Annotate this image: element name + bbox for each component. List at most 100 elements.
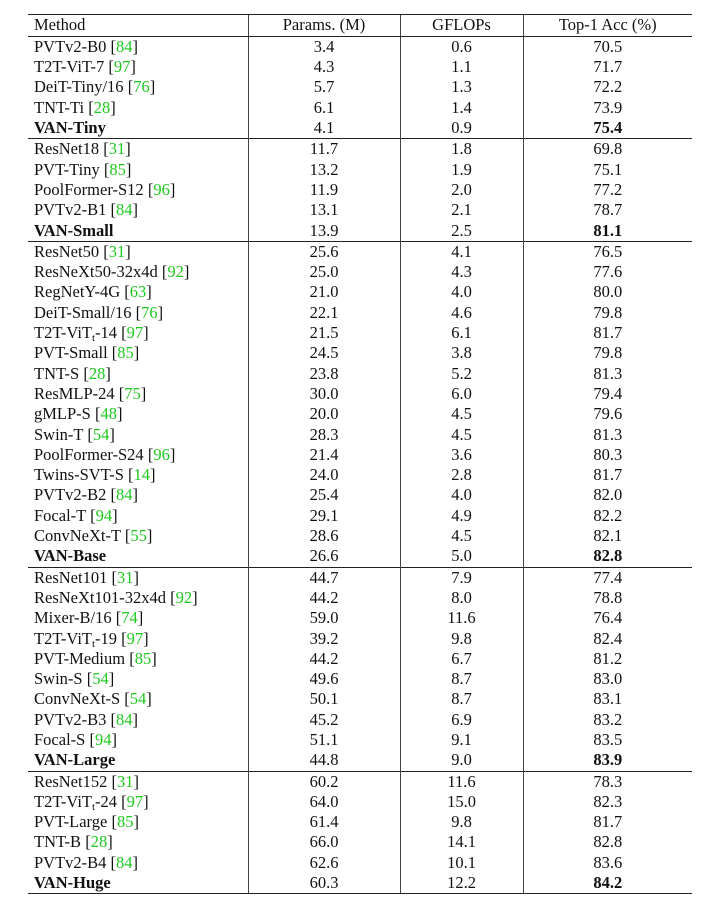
method-name: DeiT-Tiny/16 bbox=[34, 77, 124, 97]
accuracy-cell: 83.6 bbox=[522, 852, 692, 874]
table-row: PoolFormer-S24 [96] 21.4 3.6 80.3 bbox=[28, 444, 692, 466]
header-cell: GFLOPs bbox=[399, 14, 523, 37]
method-name: TNT-S bbox=[34, 363, 80, 383]
method-cell: ConvNeXt-T [55] bbox=[28, 526, 248, 546]
method-name: ResNet18 bbox=[34, 139, 100, 159]
params-cell: 66.0 bbox=[247, 832, 400, 853]
citation: 97 bbox=[126, 791, 144, 811]
table-row: PVTv2-B3 [84] 45.2 6.9 83.2 bbox=[28, 709, 692, 731]
method-name: gMLP-S bbox=[34, 404, 91, 424]
citation-bracket: ] bbox=[150, 465, 156, 485]
citation: 28 bbox=[88, 363, 106, 383]
accuracy-cell: 76.4 bbox=[522, 608, 692, 629]
gflops-cell: 2.8 bbox=[399, 465, 523, 486]
citation-bracket: ] bbox=[132, 709, 139, 729]
method-cell: Swin-T [54] bbox=[28, 425, 248, 445]
params-cell: 61.4 bbox=[247, 812, 400, 833]
gflops-cell: 1.4 bbox=[399, 97, 523, 119]
gflops-cell: 4.5 bbox=[399, 526, 523, 547]
method-suffix: -14 bbox=[95, 323, 118, 343]
method-cell: PoolFormer-S24 [96] bbox=[28, 445, 248, 465]
citation-bracket: ] bbox=[116, 404, 123, 424]
citation-bracket: ] bbox=[143, 791, 149, 811]
accuracy-cell: 81.3 bbox=[522, 363, 692, 385]
gflops-cell: 9.8 bbox=[399, 628, 523, 649]
accuracy-cell: 77.2 bbox=[522, 180, 692, 201]
citation-bracket: [ bbox=[110, 709, 117, 729]
method-name: PVT-Small bbox=[34, 343, 108, 363]
gflops-cell: 15.0 bbox=[399, 791, 523, 813]
citation: 76 bbox=[133, 77, 150, 97]
method-name: PVTv2-B4 bbox=[34, 852, 107, 872]
method-cell: ResNeXt50-32x4d [92] bbox=[28, 262, 248, 282]
params-cell: 26.6 bbox=[247, 546, 400, 568]
results-table: Method Params. (M) GFLOPs Top-1 Acc (%) … bbox=[28, 14, 692, 895]
method-suffix: -24 bbox=[95, 791, 118, 811]
citation-bracket: ] bbox=[146, 282, 152, 302]
citation-bracket: ] bbox=[132, 36, 139, 56]
method-cell: ConvNeXt-S [54] bbox=[28, 690, 248, 710]
params-cell: 51.1 bbox=[247, 730, 400, 751]
accuracy-cell: 81.7 bbox=[522, 812, 692, 833]
table-row: DeiT-Small/16 [76] 22.1 4.6 79.8 bbox=[28, 302, 692, 324]
citation-bracket: [ bbox=[111, 771, 117, 791]
params-cell: 6.1 bbox=[247, 97, 400, 119]
table-row: VAN-Small 13.9 2.5 81.1 bbox=[28, 220, 692, 242]
method-name: DeiT-Small/16 bbox=[34, 302, 132, 322]
accuracy-cell: 81.3 bbox=[522, 424, 692, 445]
params-cell: 60.2 bbox=[247, 770, 400, 792]
method-subscript: t bbox=[91, 800, 96, 813]
gflops-cell: 9.0 bbox=[399, 750, 523, 772]
method-name: ResNet50 bbox=[34, 241, 100, 261]
citation-bracket: ] bbox=[107, 832, 113, 852]
table-row: DeiT-Tiny/16 [76] 5.7 1.3 72.2 bbox=[28, 77, 692, 98]
accuracy-cell: 83.2 bbox=[522, 709, 692, 731]
header-cell: Params. (M) bbox=[247, 14, 400, 37]
accuracy-cell: 82.2 bbox=[522, 505, 692, 527]
table-row: ResNet152 [31] 60.2 11.6 78.3 bbox=[28, 770, 692, 792]
table-row: ResNeXt101-32x4d [92] 44.2 8.0 78.8 bbox=[28, 588, 692, 609]
citation-bracket: ] bbox=[143, 628, 149, 648]
table-row: VAN-Huge 60.3 12.2 84.2 bbox=[28, 873, 692, 895]
method-cell: PVTv2-B0 [84] bbox=[28, 37, 248, 58]
table-row: PVT-Medium [85] 44.2 6.7 81.2 bbox=[28, 648, 692, 670]
citation-bracket: ] bbox=[140, 384, 147, 403]
method-cell: VAN-Tiny bbox=[28, 118, 248, 139]
citation-bracket: ] bbox=[132, 200, 139, 220]
citation-bracket: [ bbox=[161, 262, 168, 282]
citation-bracket: ] bbox=[146, 526, 153, 546]
accuracy-cell: 80.3 bbox=[522, 444, 692, 466]
table-row: ResNet101 [31] 44.7 7.9 77.4 bbox=[28, 566, 692, 589]
params-cell: 23.8 bbox=[247, 363, 400, 385]
table-row: TNT-B [28] 66.0 14.1 82.8 bbox=[28, 832, 692, 853]
accuracy-cell: 83.5 bbox=[522, 730, 692, 751]
params-cell: 28.3 bbox=[247, 424, 400, 445]
method-name: VAN-Base bbox=[34, 546, 107, 566]
citation: 74 bbox=[121, 608, 138, 628]
citation: 85 bbox=[116, 812, 134, 832]
gflops-cell: 9.8 bbox=[399, 812, 523, 833]
citation-bracket: [ bbox=[118, 384, 125, 403]
method-subscript: t bbox=[91, 332, 96, 344]
citation-bracket: [ bbox=[124, 526, 131, 546]
method-name: ResMLP-24 bbox=[34, 384, 115, 403]
method-cell: ResMLP-24 [75] bbox=[28, 384, 248, 404]
citation: 84 bbox=[116, 485, 133, 505]
params-cell: 25.4 bbox=[247, 485, 400, 506]
method-name: PVTv2-B1 bbox=[34, 200, 107, 220]
table-body: PVTv2-B0 [84] 3.4 0.6 70.5 T2T-ViT-7 [97] 4.3… bbox=[28, 36, 692, 895]
citation-bracket: ] bbox=[125, 241, 131, 261]
header-row: Method Params. (M) GFLOPs Top-1 Acc (%) bbox=[28, 14, 692, 37]
accuracy-cell: 78.7 bbox=[522, 200, 692, 221]
params-cell: 62.6 bbox=[247, 852, 400, 874]
params-cell: 30.0 bbox=[247, 384, 400, 405]
accuracy-cell: 81.2 bbox=[522, 648, 692, 670]
method-cell: PoolFormer-S12 [96] bbox=[28, 180, 248, 200]
accuracy-cell: 73.9 bbox=[522, 97, 692, 119]
citation: 84 bbox=[116, 36, 133, 56]
method-name: PVTv2-B0 bbox=[34, 36, 107, 56]
gflops-cell: 11.6 bbox=[399, 770, 523, 792]
citation-bracket: ] bbox=[133, 567, 139, 587]
method-name: VAN-Huge bbox=[34, 873, 111, 893]
citation: 55 bbox=[130, 526, 147, 546]
